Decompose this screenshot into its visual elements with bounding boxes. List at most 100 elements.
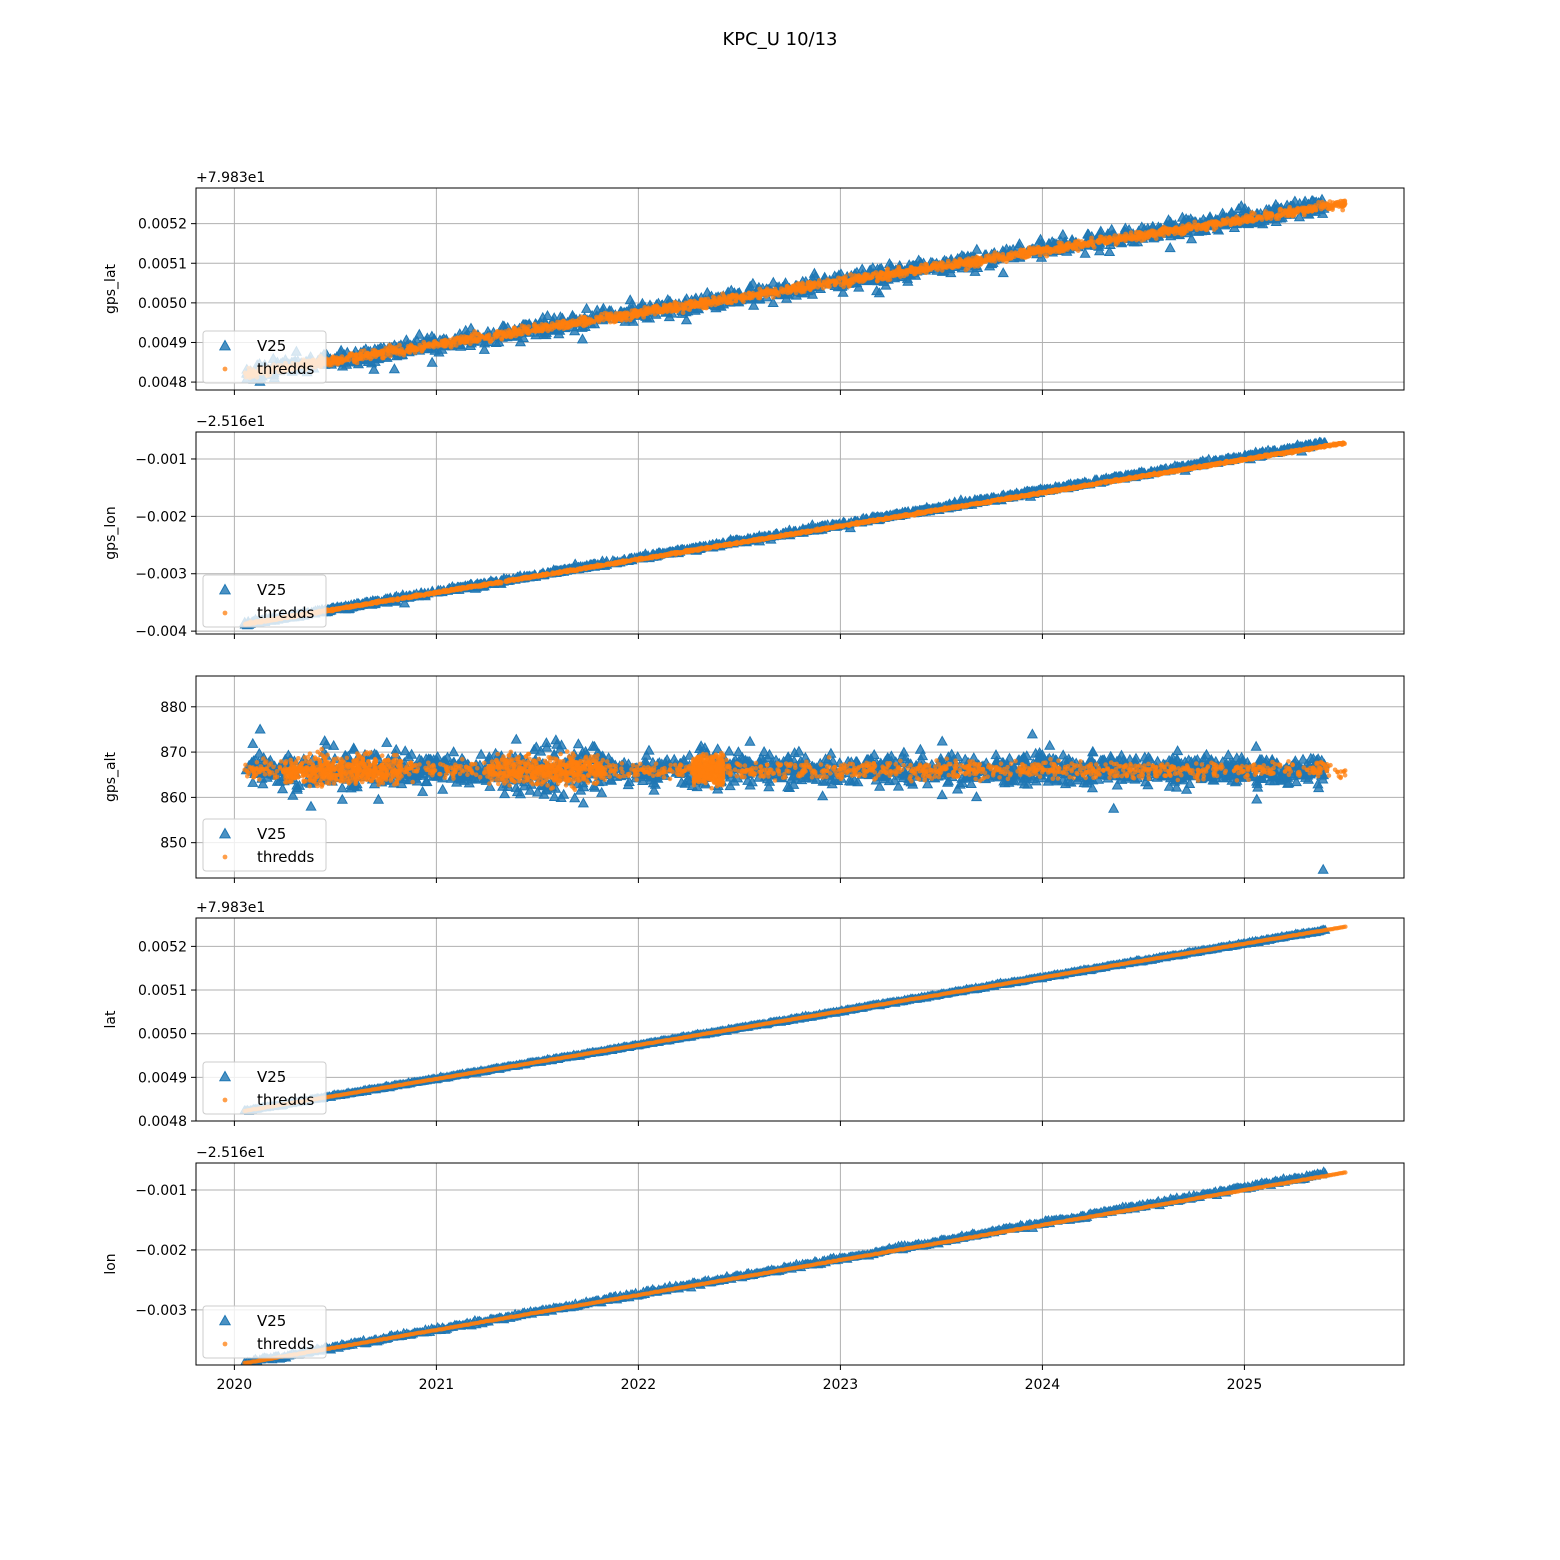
thredds-point bbox=[1211, 227, 1217, 232]
v25-point bbox=[748, 299, 760, 310]
thredds-point bbox=[630, 311, 635, 317]
thredds-point bbox=[846, 284, 852, 289]
thredds-point bbox=[924, 262, 929, 267]
thredds-point bbox=[779, 288, 785, 294]
thredds-point bbox=[1099, 234, 1104, 240]
thredds-point bbox=[962, 260, 968, 266]
v25-point bbox=[945, 267, 957, 278]
thredds-point bbox=[561, 326, 567, 332]
thredds-point bbox=[982, 257, 988, 263]
thredds-point bbox=[646, 307, 652, 313]
thredds-point bbox=[352, 359, 357, 365]
thredds-point bbox=[582, 316, 587, 322]
v25-point bbox=[971, 243, 983, 254]
thredds-point bbox=[995, 252, 1001, 257]
thredds-point bbox=[713, 302, 718, 308]
v25-point bbox=[1046, 236, 1058, 247]
thredds-point bbox=[970, 258, 976, 264]
plot-area bbox=[239, 436, 1347, 630]
thredds-point bbox=[339, 356, 345, 362]
thredds-point bbox=[1141, 237, 1147, 242]
v25-point bbox=[514, 336, 527, 347]
thredds-point bbox=[916, 269, 921, 275]
y-tick-label: 0.0051 bbox=[138, 256, 187, 272]
thredds-point bbox=[692, 300, 698, 306]
thredds-point bbox=[652, 305, 658, 311]
thredds-point bbox=[1171, 226, 1177, 232]
thredds-point bbox=[326, 362, 332, 368]
v25-point bbox=[478, 343, 490, 354]
thredds-point bbox=[434, 341, 440, 346]
thredds-point bbox=[1305, 209, 1311, 215]
v25-point bbox=[366, 357, 378, 368]
thredds-point bbox=[723, 297, 729, 303]
thredds-point bbox=[1192, 219, 1198, 225]
thredds-point bbox=[756, 295, 761, 301]
thredds-point bbox=[848, 277, 854, 282]
thredds-point bbox=[939, 265, 945, 270]
thredds-point bbox=[669, 302, 674, 308]
thredds-point bbox=[547, 326, 552, 332]
thredds-point bbox=[372, 349, 378, 355]
thredds-point bbox=[330, 354, 336, 360]
thredds-point bbox=[391, 350, 396, 355]
thredds-point bbox=[347, 351, 353, 357]
thredds-point bbox=[495, 333, 501, 339]
thredds-point bbox=[421, 345, 427, 350]
thredds-point bbox=[738, 294, 744, 300]
v25-point bbox=[537, 311, 549, 322]
thredds-point bbox=[864, 273, 870, 278]
grid bbox=[196, 432, 1404, 634]
thredds-point bbox=[387, 353, 393, 359]
thredds-point bbox=[810, 281, 815, 286]
thredds-point bbox=[732, 295, 738, 301]
thredds-point bbox=[880, 276, 886, 282]
thredds-point bbox=[454, 335, 460, 341]
thredds-point bbox=[963, 267, 969, 273]
thredds-point bbox=[673, 303, 679, 309]
thredds-point bbox=[1342, 201, 1348, 207]
thredds-point bbox=[625, 310, 630, 316]
thredds-point bbox=[1119, 237, 1124, 243]
thredds-point bbox=[1112, 233, 1118, 239]
v25-point bbox=[1013, 238, 1026, 249]
thredds-point bbox=[996, 257, 1002, 262]
thredds-point bbox=[875, 278, 880, 284]
v25-point bbox=[1293, 211, 1306, 222]
thredds-point bbox=[1215, 220, 1220, 226]
thredds-point bbox=[1245, 214, 1251, 220]
thredds-point bbox=[1163, 225, 1169, 231]
thredds-point bbox=[359, 348, 364, 354]
v25-point bbox=[426, 356, 438, 367]
thredds-point bbox=[1065, 247, 1070, 252]
v25-point bbox=[680, 314, 693, 325]
thredds-point bbox=[634, 313, 640, 319]
thredds-point bbox=[826, 279, 831, 285]
thredds-point bbox=[952, 258, 958, 264]
legend-v25-marker bbox=[218, 339, 232, 351]
thredds-point bbox=[1320, 205, 1326, 210]
v25-point bbox=[497, 320, 509, 331]
thredds-point bbox=[537, 327, 543, 333]
thredds-point bbox=[838, 276, 843, 281]
series-thredds bbox=[242, 198, 1348, 381]
thredds-point bbox=[1302, 209, 1308, 215]
thredds-point bbox=[390, 345, 395, 350]
v25-point bbox=[413, 328, 425, 339]
y-tick-label: 0.0050 bbox=[138, 296, 187, 312]
thredds-point bbox=[1319, 199, 1325, 205]
v25-point bbox=[997, 267, 1009, 278]
v25-point bbox=[767, 296, 779, 307]
thredds-point bbox=[1088, 238, 1094, 244]
thredds-point bbox=[441, 339, 446, 345]
thredds-point bbox=[769, 288, 774, 294]
thredds-point bbox=[827, 284, 832, 289]
subplot-gps-lon: −0.004−0.003−0.002−0.001−2.516e1gps_lonV… bbox=[103, 414, 1405, 640]
thredds-point bbox=[956, 261, 962, 267]
thredds-point bbox=[570, 320, 576, 326]
thredds-point bbox=[795, 286, 800, 291]
thredds-point bbox=[763, 288, 769, 294]
thredds-point bbox=[1000, 251, 1006, 257]
thredds-point bbox=[719, 297, 725, 303]
